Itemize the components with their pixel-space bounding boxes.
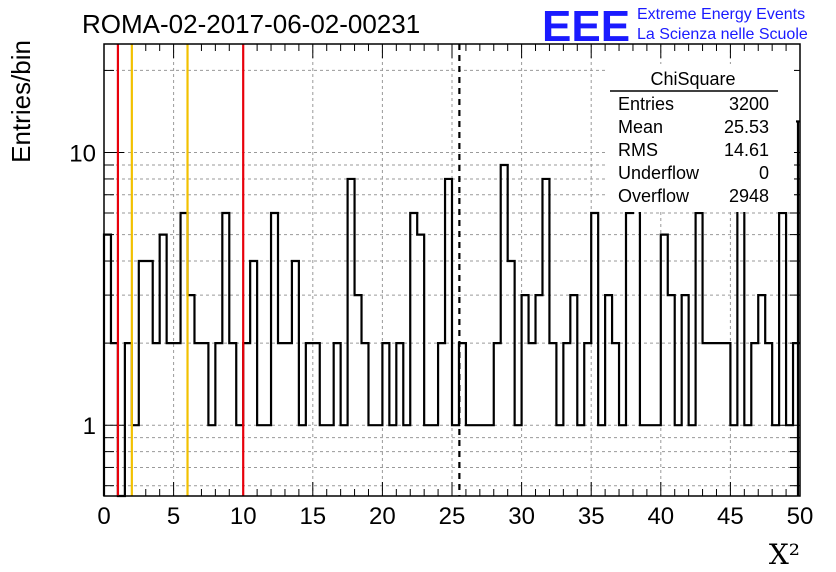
stats-box-background	[608, 64, 794, 212]
x-tick-label: 45	[717, 503, 744, 530]
stat-label-mean: Mean	[618, 117, 663, 137]
y-axis-label: Entries/bin	[6, 40, 36, 163]
y-tick-label: 10	[69, 141, 96, 168]
logo-line-1: Extreme Energy Events	[637, 6, 805, 23]
x-tick-label: 50	[787, 503, 814, 530]
stat-value-entries: 3200	[729, 94, 769, 114]
x-tick-label: 30	[508, 503, 535, 530]
stat-label-rms: RMS	[618, 140, 658, 160]
x-tick-label: 40	[647, 503, 674, 530]
x-tick-label: 5	[167, 503, 180, 530]
x-tick-label: 25	[439, 503, 466, 530]
x-tick-label: 35	[578, 503, 605, 530]
tick-labels-layer: 0 5 10 15 20 25 30 35 40 45 50 1 10	[69, 141, 813, 530]
x-tick-label: 0	[97, 503, 110, 530]
logo-line-2: La Scienza nelle Scuole	[637, 26, 808, 43]
eee-logo: EEE Extreme Energy Events La Scienza nel…	[542, 2, 808, 51]
stat-value-mean: 25.53	[724, 117, 769, 137]
histogram-outline	[102, 163, 800, 498]
x-tick-label: 15	[299, 503, 326, 530]
stats-box: ChiSquare Entries 3200 Mean 25.53 RMS 14…	[608, 64, 794, 212]
plot-frame	[103, 43, 801, 497]
y-tick-label: 1	[83, 413, 96, 440]
chart-title: ROMA-02-2017-06-02-00231	[82, 9, 420, 39]
stats-box-name: ChiSquare	[650, 69, 735, 89]
logo-mark: EEE	[542, 2, 630, 51]
x-tick-label: 10	[230, 503, 257, 530]
reference-lines-layer	[116, 44, 461, 496]
x-axis-label: X²	[769, 538, 800, 571]
stat-label-entries: Entries	[618, 94, 674, 114]
stat-label-underflow: Underflow	[618, 163, 700, 183]
stat-label-overflow: Overflow	[618, 186, 690, 206]
stat-value-rms: 14.61	[724, 140, 769, 160]
x-tick-label: 20	[369, 503, 396, 530]
stat-value-underflow: 0	[759, 163, 769, 183]
stat-value-overflow: 2948	[729, 186, 769, 206]
